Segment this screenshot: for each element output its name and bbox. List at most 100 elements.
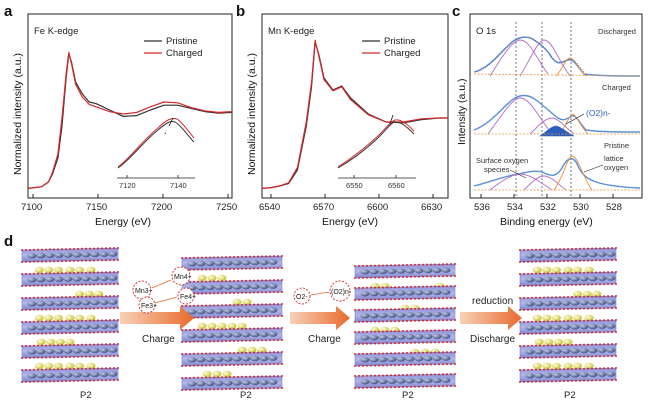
phase-label-4: P2 [564,390,576,401]
edge-label-a: Fe K-edge [34,26,78,37]
tm-slab [354,329,456,345]
spectrum-discharged [473,36,641,77]
na-layer [532,314,594,322]
tm-slab [21,295,119,311]
axes-frame-b [261,13,449,199]
tm-slab [181,279,283,295]
panel-a: a Fe K-edge Pristine Charged 7120 7140 7… [4,3,237,228]
peroxo-pointer [565,113,585,125]
xticks-b: 6540 6570 6600 6630 [259,194,442,213]
ion-fe4: Fe4+ [177,287,196,305]
inset-a: 7120 7140 [117,117,195,190]
xtick-c-1: 536 [474,202,490,213]
arrow-label-1: Charge [142,334,175,345]
tm-slab [519,271,617,287]
xlabel-b: Energy (eV) [322,216,378,228]
surface-label-1: Surface oxygen [476,156,528,165]
tm-slab [354,263,456,279]
tm-slab [21,247,119,263]
ylabel-a: Normalized intensity (a.u.) [12,53,24,175]
na-layer [202,370,232,378]
tm-slab [181,255,283,271]
na-layer [75,290,104,298]
xtick-a-2: 7150 [86,202,107,213]
edge-label-b: Mn K-edge [268,26,314,37]
tm-slab [21,343,119,359]
na-layer [534,338,573,346]
tm-slab [21,271,119,287]
structures [21,247,617,391]
inset-line-pristine-b [337,121,415,169]
inset-tick-a-1: 7120 [119,181,136,190]
panel-letter-a: a [4,3,13,20]
plot-b [261,39,448,189]
tm-slab [519,319,617,335]
plot-a [27,51,233,189]
inset-line-pristine-a [117,121,195,169]
na-layer [34,314,96,322]
tm-slab [519,247,617,263]
na-layer [34,362,96,370]
na-layer [573,290,602,298]
ion-arrow-o [310,291,330,296]
ylabel-b: Normalized intensity (a.u.) [246,53,258,175]
panel-c: c O 1s Discharged Charged (O2)n- [452,3,643,228]
tm-slab [354,285,456,301]
tm-slab [519,295,617,311]
spectrum-charged [473,94,641,137]
title-c: O 1s [476,26,496,37]
legend-pristine-a: Pristine [166,36,198,47]
phase-label-3: P2 [402,390,414,401]
tm-slab [181,327,283,343]
xtick-b-4: 6630 [421,202,442,213]
ion-arrow-fe [154,296,178,304]
xtick-b-2: 6570 [313,202,334,213]
xtick-c-5: 528 [606,202,622,213]
ylabel-c: Intensity (a.u.) [456,78,468,145]
xtick-c-3: 532 [540,202,556,213]
panel-letter-d: d [4,233,13,250]
panel-d: d Charge Charge reduction Discharge Mn3+… [4,233,617,401]
xlabel-a: Energy (eV) [95,216,151,228]
xticks-a: 7100 7150 7200 7250 [21,194,237,213]
na-layer [197,274,227,282]
state-label-charged: Charged [602,83,631,92]
spectrum-pristine [473,155,641,191]
legend-charged-a: Charged [166,48,202,59]
svg-text:Mn3+: Mn3+ [135,288,153,295]
panel-letter-b: b [236,3,245,20]
ion-fe3: Fe3+ [138,296,157,314]
xtick-a-3: 7200 [151,202,172,213]
arrow-label-3: reduction [472,296,513,307]
ion-o2: O2- [293,287,311,305]
arrow-label-4: Discharge [470,334,515,345]
inset-line-charged-b [337,119,415,168]
state-label-discharged: Discharged [598,27,636,36]
surface-label-2: species [484,165,510,174]
inset-b: 6550 6560 [337,114,416,190]
tm-slab [354,307,456,323]
tm-slab [354,373,456,389]
tm-slab [181,303,283,319]
inset-arrow-b [389,114,394,125]
xtick-c-2: 534 [507,202,523,213]
svg-text:Fe3+: Fe3+ [141,303,157,310]
ion-mn3: Mn3+ [132,280,153,300]
legend-pristine-b: Pristine [384,36,416,47]
svg-text:O2-: O2- [296,294,308,301]
na-layer [34,266,96,274]
panel-letter-c: c [452,3,460,20]
arrow-3: reduction Discharge [460,296,522,345]
panel-b: b Mn K-edge Pristine Charged 6550 6560 6… [236,3,449,228]
inset-tick-a-2: 7140 [170,181,187,190]
series-line-charged [27,51,233,189]
arrow-label-2: Charge [308,334,341,345]
inset-arrow-a [168,117,174,127]
series-line-charged [261,39,448,189]
svg-text:Fe4+: Fe4+ [180,294,196,301]
peroxo-label: (O2)n- [586,108,611,118]
svg-text:(O2)n-: (O2)n- [331,289,352,296]
na-layer [532,266,594,274]
arrow-2: Charge [290,306,350,345]
